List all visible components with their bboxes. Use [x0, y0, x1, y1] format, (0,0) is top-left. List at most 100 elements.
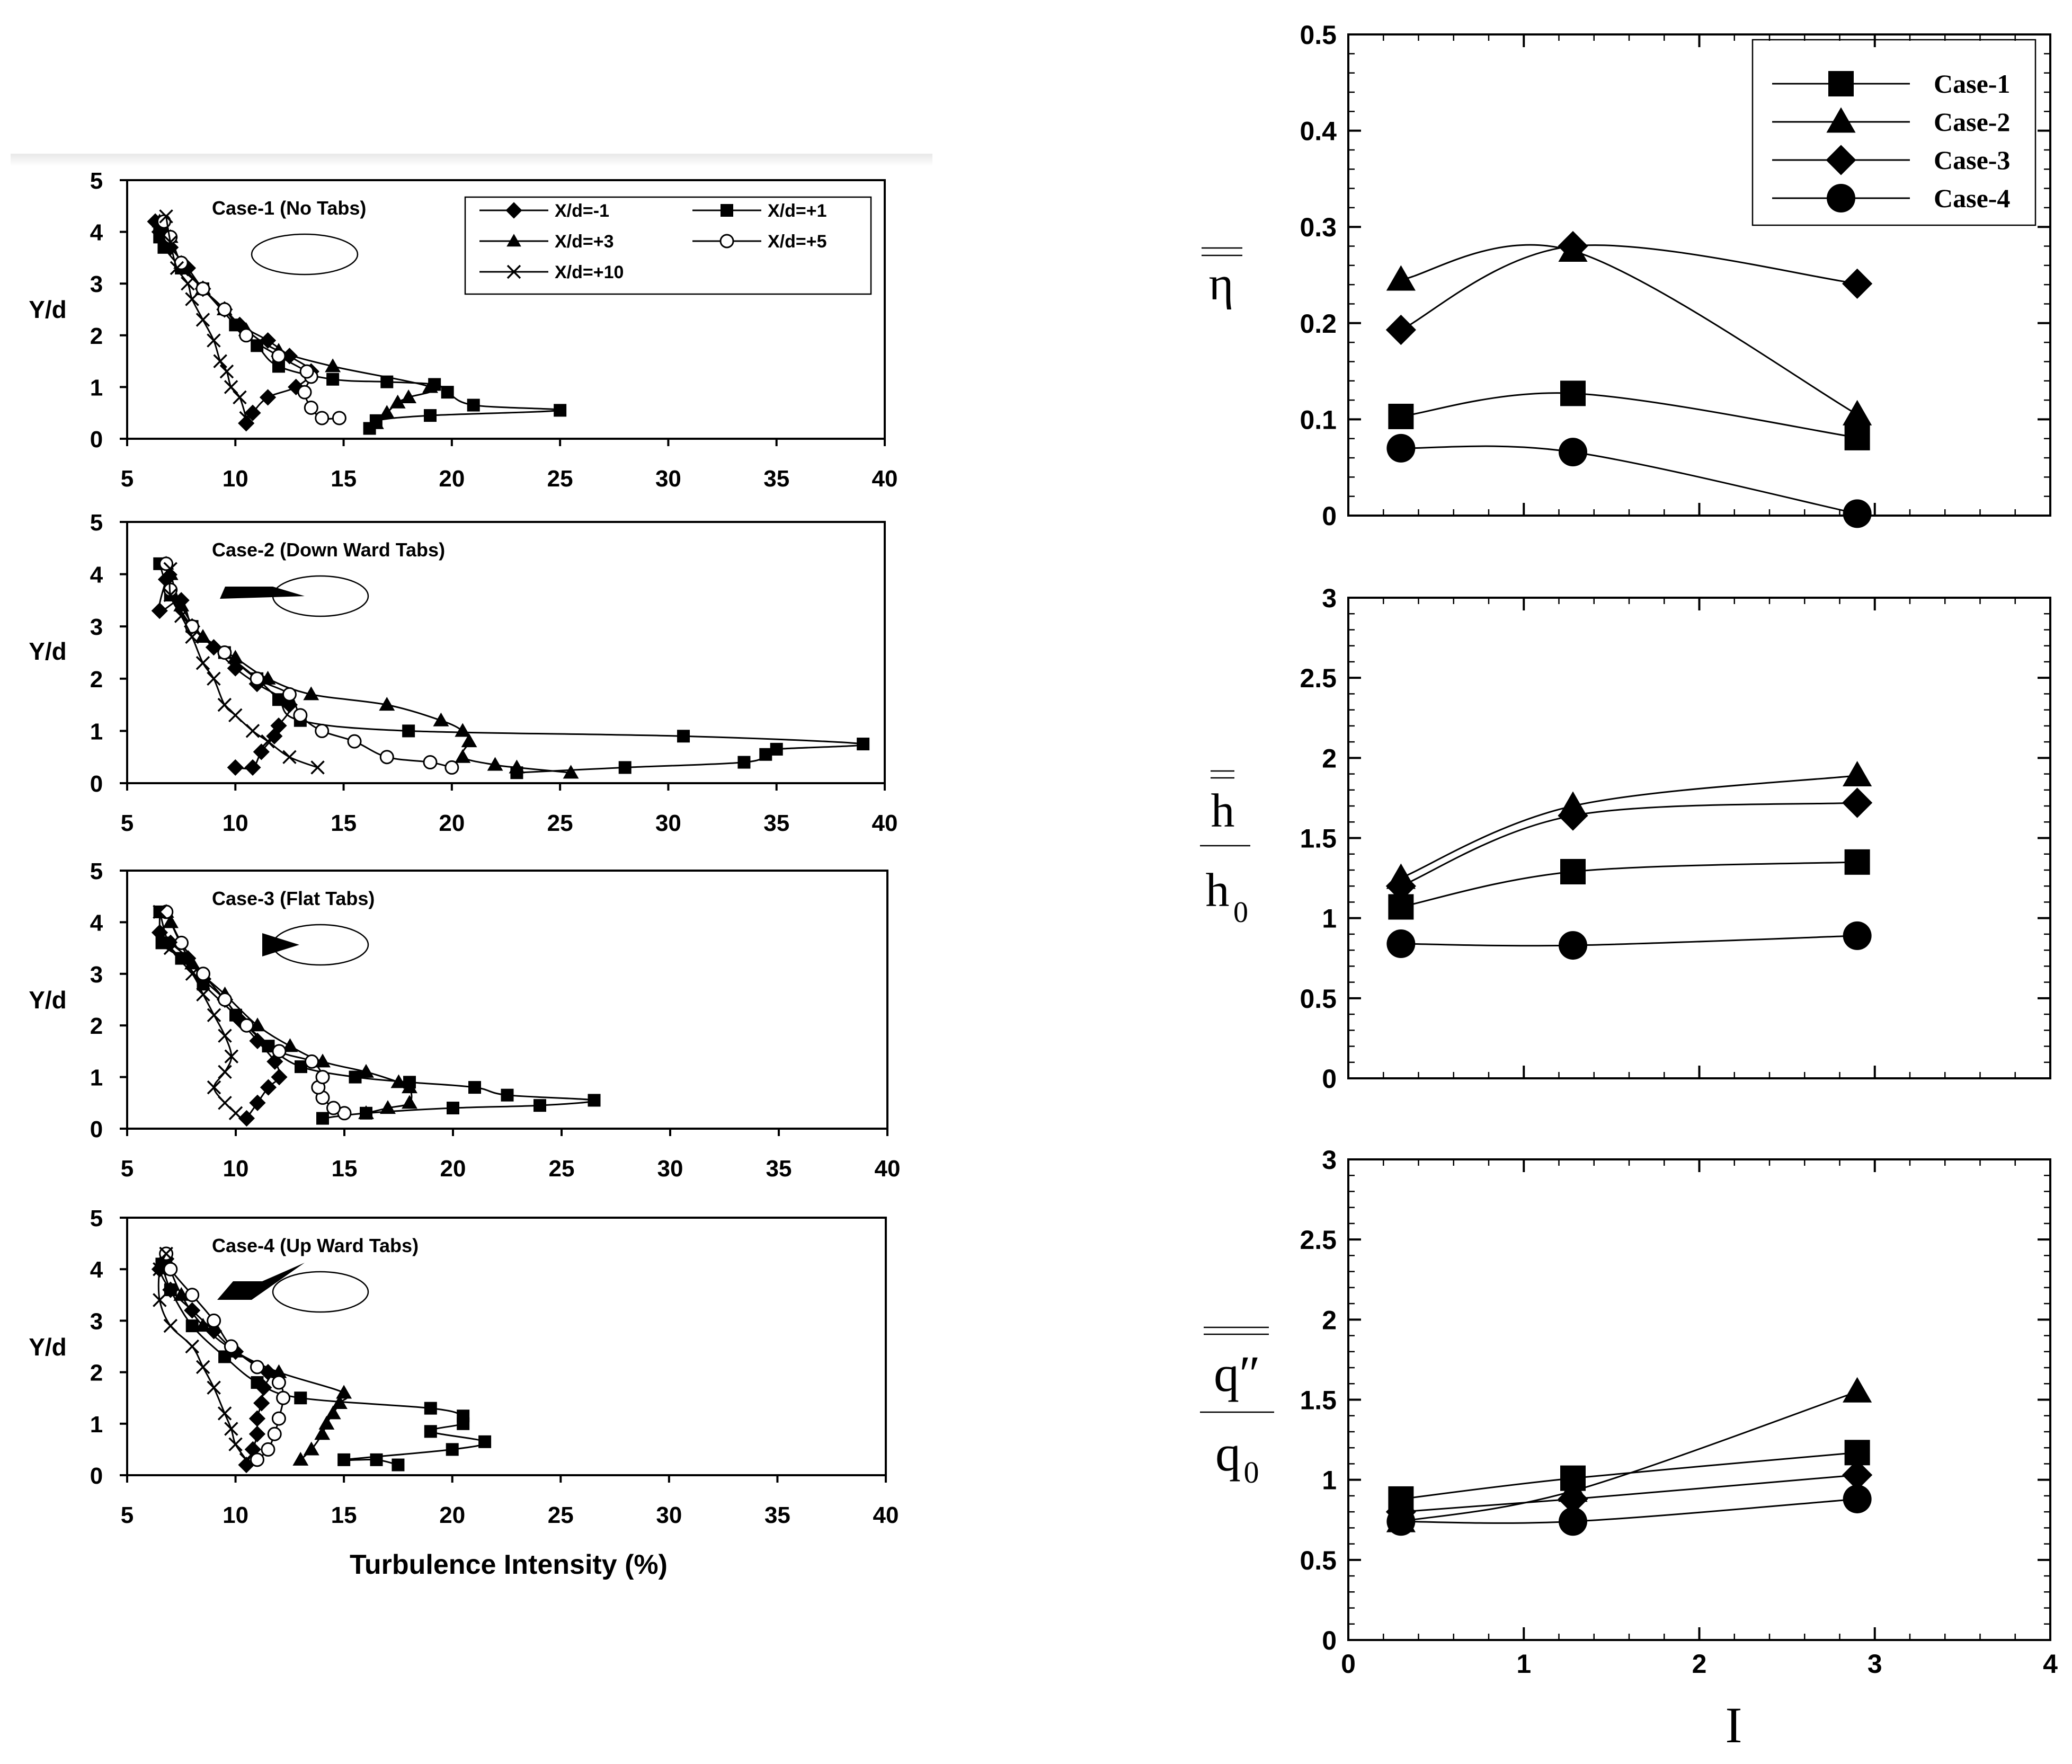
series-line: [1401, 1390, 1858, 1522]
data-point-marker: [195, 1318, 211, 1332]
data-point-marker: [318, 1415, 335, 1430]
y-label-subscript: 0: [1244, 1455, 1259, 1490]
data-point-marker: [1844, 424, 1870, 450]
y-tick-label: 0: [1322, 1064, 1337, 1094]
plot-frame: [1347, 597, 2051, 1079]
data-point-marker: [433, 712, 449, 726]
data-point-marker: [253, 1395, 270, 1412]
data-point-marker: [174, 609, 189, 623]
data-point-marker: [310, 760, 325, 775]
legend-label: X/d=+10: [555, 262, 624, 282]
data-point-marker: [1386, 1507, 1416, 1536]
data-point-marker: [1843, 1377, 1872, 1403]
legend-label: X/d=-1: [555, 201, 609, 221]
data-point-marker: [207, 1080, 221, 1095]
y-tick-label: 3: [90, 1308, 103, 1334]
y-tick-label: 2: [90, 1013, 103, 1039]
y-tick-label: 3: [90, 614, 103, 640]
x-tick-label: 5: [121, 810, 134, 836]
data-point-marker: [315, 723, 330, 738]
data-point-marker: [219, 364, 234, 379]
legend-marker: [1828, 71, 1854, 96]
left-subplot-2: 0 1 2 3 4 5 5 10 15 20 25 30 35 40 Y/d Case-2 (Down War…: [29, 510, 897, 836]
legend-label: X/d=+3: [555, 232, 614, 252]
data-point-marker: [250, 1017, 265, 1032]
left-x-axis-label: Turbulence Intensity (%): [350, 1549, 668, 1580]
data-point-marker: [315, 1053, 331, 1068]
legend-label: Case-2: [1934, 107, 2010, 137]
data-point-marker: [297, 385, 312, 400]
y-tick-label: 2: [90, 323, 103, 349]
legend-frame: [464, 196, 872, 295]
data-point-marker: [163, 1318, 178, 1333]
y-tick-label: 1: [90, 1412, 103, 1438]
data-point-marker: [401, 389, 417, 403]
data-point-marker: [1386, 929, 1416, 959]
x-tick-label: 3: [1868, 1649, 1882, 1679]
y-tick-label: 1.5: [1300, 824, 1337, 854]
series-line: [1401, 392, 1857, 439]
data-point-marker: [250, 1452, 264, 1467]
data-point-marker: [196, 967, 210, 981]
data-point-marker: [423, 755, 438, 770]
data-point-marker: [588, 1094, 601, 1107]
data-point-marker: [238, 1110, 255, 1127]
data-point-marker: [554, 404, 567, 417]
data-point-marker: [163, 588, 177, 602]
series-line: [1401, 244, 1858, 415]
x-tick-label: 35: [763, 810, 789, 836]
case-title: Case-1 (No Tabs): [212, 197, 366, 219]
data-point-marker: [261, 1442, 275, 1457]
data-point-marker: [1843, 760, 1872, 786]
y-tick-label: 5: [90, 858, 103, 884]
data-point-marker: [509, 759, 525, 774]
data-point-marker: [1559, 1507, 1587, 1536]
series-line: [1401, 861, 1857, 908]
y-label-denominator: h: [1206, 864, 1230, 917]
y-axis-label: η: [1208, 258, 1233, 310]
y-tick-label: 5: [90, 1205, 103, 1231]
x-tick-label: 20: [439, 810, 465, 836]
data-point-marker: [677, 730, 690, 743]
x-tick-label: 10: [223, 466, 248, 492]
data-point-marker: [238, 415, 255, 432]
y-tick-label: 2: [1322, 743, 1337, 773]
legend-marker: [1827, 184, 1855, 212]
y-label-denominator: q: [1215, 1425, 1241, 1482]
data-point-marker: [228, 708, 243, 723]
data-point-marker: [227, 759, 244, 776]
data-point-marker: [153, 905, 167, 919]
left-scan-shade: [11, 154, 932, 166]
plot-frame: [126, 1217, 887, 1476]
data-point-marker: [303, 686, 319, 701]
y-tick-label: 0.5: [1300, 984, 1337, 1014]
y-tick-label: 4: [90, 220, 103, 246]
y-tick-label: 1: [1322, 904, 1337, 934]
data-point-marker: [1388, 403, 1414, 429]
y-tick-label: 2: [90, 667, 103, 693]
data-point-marker: [487, 757, 503, 771]
y-tick-label: 1: [90, 719, 103, 744]
y-tick-label: 0.3: [1300, 212, 1337, 242]
y-tick-label: 4: [90, 910, 103, 936]
x-tick-label: 30: [655, 810, 681, 836]
data-point-marker: [444, 760, 459, 775]
data-point-marker: [737, 756, 751, 769]
data-point-marker: [282, 1038, 298, 1052]
data-point-marker: [316, 1112, 329, 1125]
series-line: [1401, 1474, 1857, 1513]
data-point-marker: [370, 1453, 383, 1466]
data-point-marker: [293, 708, 308, 723]
right-subplot-1: 00.10.20.30.40.5ηCase-1Case-2Case-3Case-…: [1202, 20, 2051, 531]
data-point-marker: [270, 717, 287, 734]
data-point-marker: [1559, 931, 1587, 960]
y-tick-label: 0: [90, 427, 103, 453]
data-point-marker: [185, 1339, 199, 1354]
data-point-marker: [239, 411, 253, 426]
data-point-marker: [224, 1422, 238, 1436]
y-axis-label: Y/d: [29, 986, 67, 1014]
data-point-marker: [213, 354, 227, 368]
y-tick-label: 1.5: [1300, 1386, 1337, 1415]
y-tick-label: 2.5: [1300, 1225, 1337, 1255]
x-tick-label: 2: [1692, 1649, 1707, 1679]
